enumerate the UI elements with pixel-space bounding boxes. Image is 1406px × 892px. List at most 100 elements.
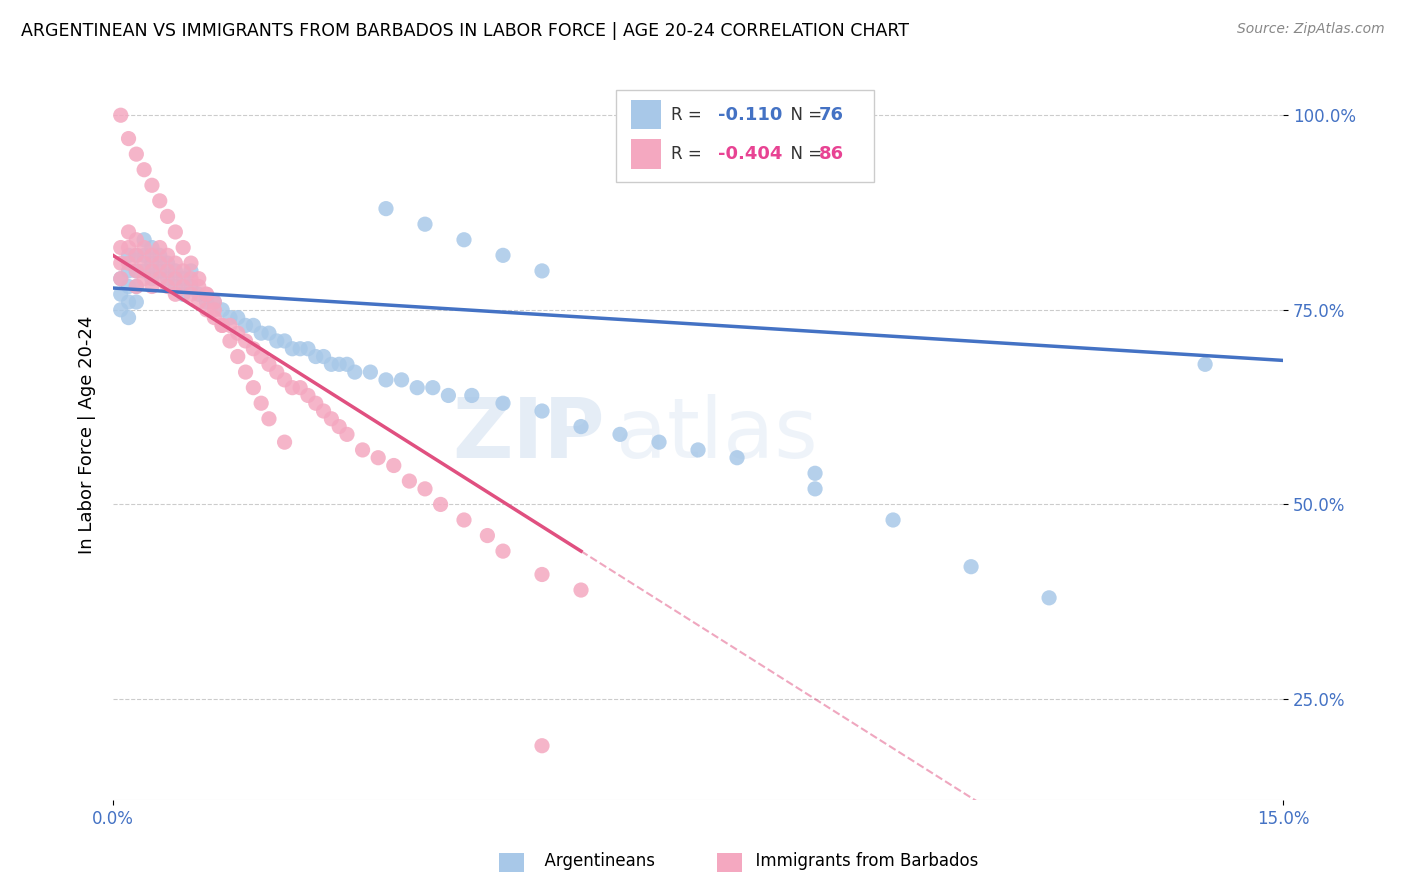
Point xyxy=(391,373,413,387)
Point xyxy=(804,482,827,496)
Point xyxy=(281,381,304,395)
Point xyxy=(328,357,350,371)
Point xyxy=(321,357,343,371)
Point xyxy=(492,544,515,558)
Text: ARGENTINEAN VS IMMIGRANTS FROM BARBADOS IN LABOR FORCE | AGE 20-24 CORRELATION C: ARGENTINEAN VS IMMIGRANTS FROM BARBADOS … xyxy=(21,22,910,40)
Text: Argentineans: Argentineans xyxy=(534,852,655,870)
Point xyxy=(273,334,295,348)
Point xyxy=(1038,591,1060,605)
Point xyxy=(359,365,381,379)
Point xyxy=(187,279,209,293)
Point xyxy=(648,108,671,122)
Point xyxy=(195,287,218,301)
Point xyxy=(195,302,218,317)
Point xyxy=(149,256,172,270)
Point xyxy=(336,427,359,442)
Point xyxy=(125,264,148,278)
Point xyxy=(211,302,233,317)
Point xyxy=(165,225,187,239)
Text: -0.110: -0.110 xyxy=(718,105,782,124)
Point xyxy=(530,264,553,278)
Y-axis label: In Labor Force | Age 20-24: In Labor Force | Age 20-24 xyxy=(79,315,96,554)
Point xyxy=(960,559,983,574)
Point xyxy=(250,396,273,410)
Point xyxy=(125,233,148,247)
Point xyxy=(266,334,288,348)
Point xyxy=(134,233,156,247)
Point xyxy=(437,388,460,402)
Point xyxy=(219,310,242,325)
Bar xyxy=(631,139,661,169)
Point xyxy=(530,739,553,753)
Point xyxy=(165,287,187,301)
Point xyxy=(110,302,132,317)
Point xyxy=(202,295,225,310)
Point xyxy=(125,248,148,262)
Point xyxy=(149,264,172,278)
Point xyxy=(117,279,139,293)
Point xyxy=(569,582,592,597)
Point xyxy=(219,318,242,333)
Point xyxy=(117,256,139,270)
Point xyxy=(125,264,148,278)
Point xyxy=(492,396,515,410)
Point xyxy=(117,310,139,325)
Point xyxy=(195,287,218,301)
Point xyxy=(257,412,280,426)
Point xyxy=(141,264,163,278)
Point xyxy=(187,287,209,301)
Point xyxy=(202,295,225,310)
Point xyxy=(382,458,405,473)
Point xyxy=(413,217,436,231)
Point xyxy=(305,350,328,364)
Point xyxy=(141,279,163,293)
Point xyxy=(156,210,179,224)
Point xyxy=(648,435,671,450)
Point xyxy=(569,419,592,434)
Point xyxy=(398,474,420,488)
Point xyxy=(180,264,202,278)
Point xyxy=(141,241,163,255)
Point xyxy=(804,467,827,481)
Point xyxy=(156,264,179,278)
Point xyxy=(110,108,132,122)
Point xyxy=(266,365,288,379)
Text: 76: 76 xyxy=(818,105,844,124)
Point xyxy=(134,264,156,278)
Point xyxy=(367,450,389,465)
Text: N =: N = xyxy=(780,105,827,124)
Point xyxy=(134,256,156,270)
Point xyxy=(117,248,139,262)
Point xyxy=(117,295,139,310)
Point xyxy=(134,271,156,285)
Point xyxy=(273,373,295,387)
Point xyxy=(110,256,132,270)
Bar xyxy=(631,100,661,129)
Point xyxy=(202,310,225,325)
Point xyxy=(686,442,709,457)
Point xyxy=(172,287,194,301)
Point xyxy=(328,419,350,434)
Point xyxy=(226,350,249,364)
Point xyxy=(492,248,515,262)
Point xyxy=(336,357,359,371)
Point xyxy=(235,334,257,348)
Point xyxy=(134,248,156,262)
Point xyxy=(273,435,295,450)
Point xyxy=(257,326,280,341)
Point xyxy=(882,513,904,527)
Point xyxy=(156,279,179,293)
Point xyxy=(141,178,163,193)
Point xyxy=(375,373,398,387)
Point xyxy=(288,342,311,356)
Point xyxy=(117,241,139,255)
Point xyxy=(250,326,273,341)
Text: 86: 86 xyxy=(818,145,844,163)
Point xyxy=(305,396,328,410)
Point xyxy=(149,194,172,208)
Point xyxy=(149,271,172,285)
Point xyxy=(125,248,148,262)
Point xyxy=(226,310,249,325)
Point xyxy=(202,302,225,317)
Point xyxy=(765,147,787,161)
